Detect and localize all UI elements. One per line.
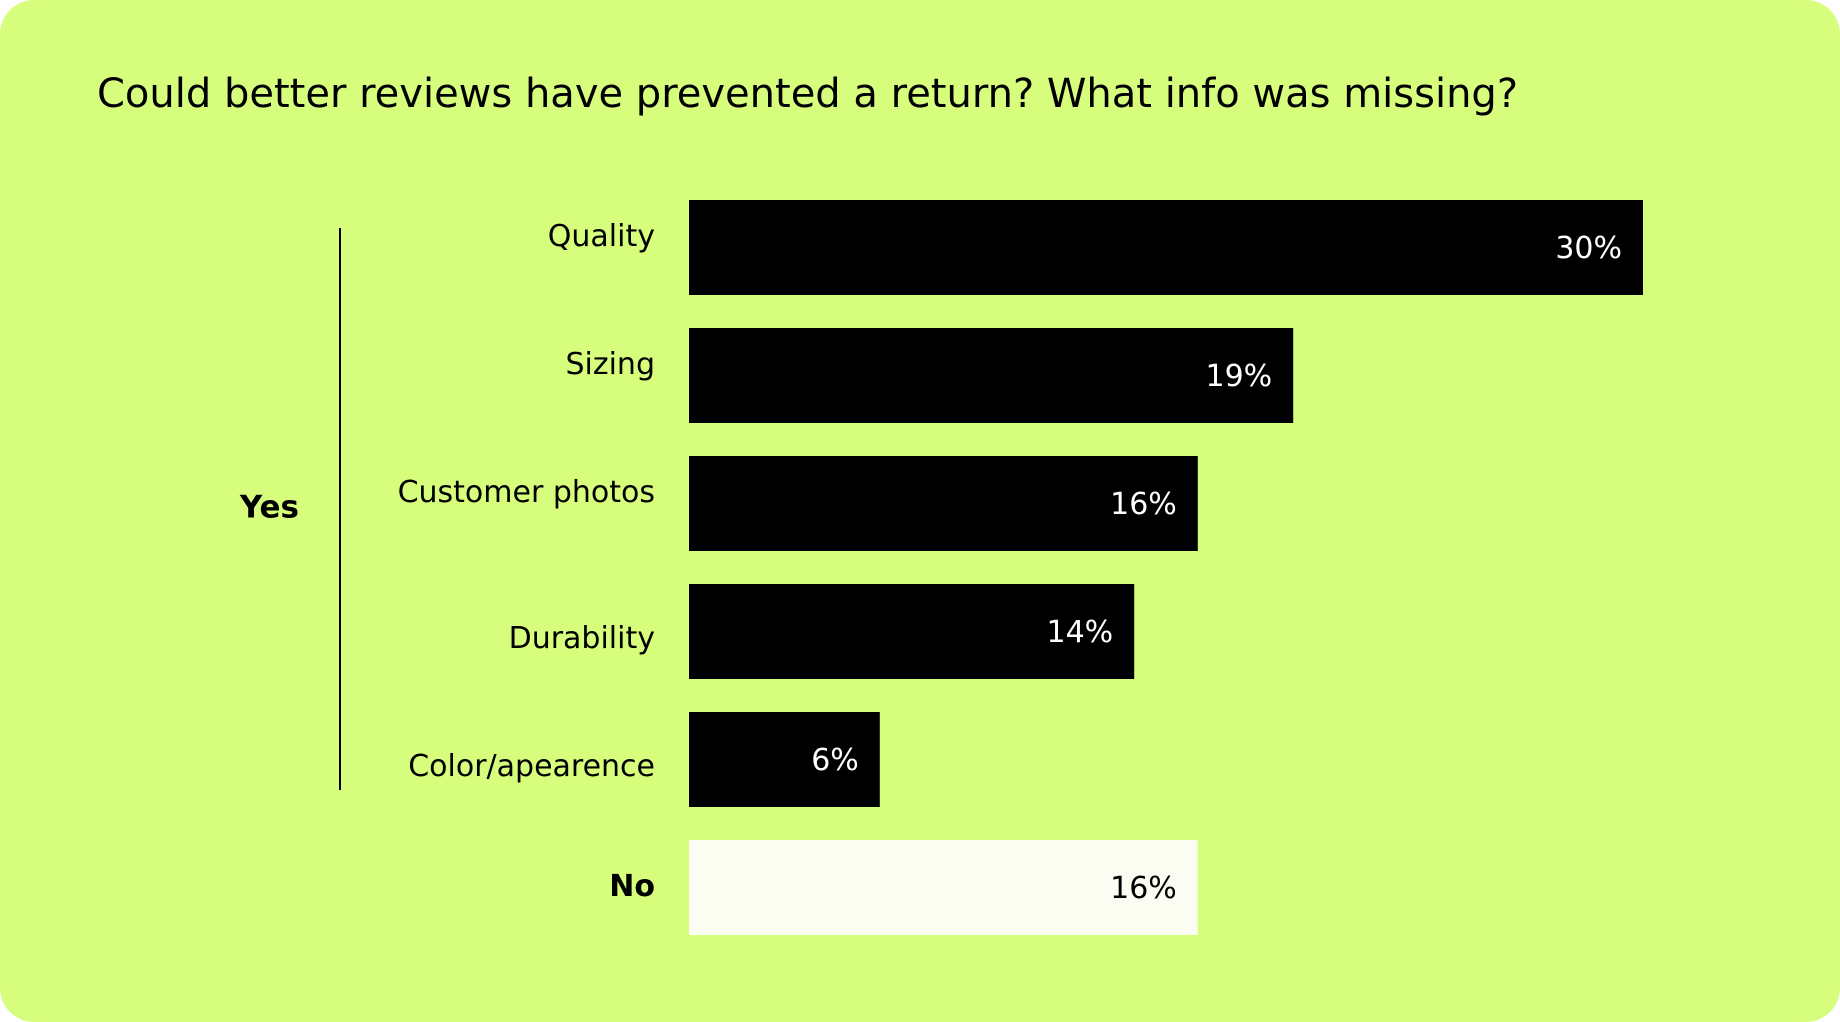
category-label: Durability [509,621,655,656]
bar [689,456,1198,551]
bar [689,200,1643,295]
category-label: Customer photos [398,475,655,510]
category-label: Sizing [565,347,655,382]
value-label: 30% [1555,231,1622,266]
category-label: No [609,869,655,904]
category-label: Color/apearence [408,749,655,784]
value-label: 14% [1047,615,1114,650]
category-label: Quality [548,219,655,254]
value-label: 6% [811,743,859,778]
value-label: 16% [1110,871,1177,906]
bar [689,328,1294,423]
chart-title: Could better reviews have prevented a re… [97,71,1518,117]
value-label: 16% [1110,487,1177,522]
bar [689,840,1198,935]
value-label: 19% [1206,359,1273,394]
bar [689,584,1135,679]
bar [689,712,880,807]
group-label: Yes [239,490,299,526]
